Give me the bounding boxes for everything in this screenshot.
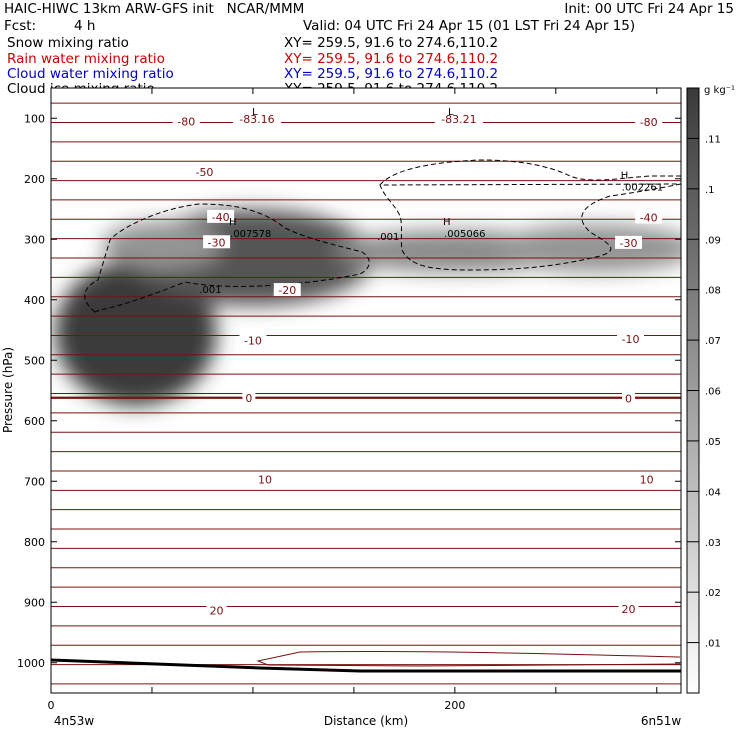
y-tick-label: 500 (24, 354, 45, 367)
contour-label-bg (617, 332, 645, 346)
y-axis-title: Pressure (hPa) (1, 347, 15, 433)
temp-contour-label: -10 (622, 333, 640, 346)
cloud-ice-contour-west (84, 203, 370, 313)
temp-contour-label: 0 (245, 392, 252, 405)
contour-label-bg (255, 472, 276, 486)
colorbar-label: .03 (705, 538, 721, 549)
y-tick-label: 200 (24, 173, 45, 186)
contour-label-bg (635, 114, 663, 128)
contour-label-bg (206, 603, 227, 617)
colorbar-label: .04 (705, 487, 721, 498)
contour-label-bg (232, 111, 281, 125)
contour-label-bg (203, 235, 231, 249)
field-snow-xy: XY= 259.5, 91.6 to 274.6,110.2 (284, 35, 499, 51)
contour-label-bg (172, 114, 200, 128)
cloud-ice-contour-east (379, 159, 681, 271)
temp-contour-label: 20 (622, 603, 636, 616)
valid-time: Valid: 04 UTC Fri 24 Apr 15 (01 LST Fri … (303, 18, 636, 34)
x-tick-label: 0 (48, 699, 55, 712)
x-tick-label: 200 (444, 699, 465, 712)
snow-blob-2 (101, 221, 223, 270)
colorbar-label: .08 (705, 286, 721, 297)
high-marker: H (229, 217, 237, 228)
colorbar-label: .1 (705, 185, 715, 196)
colorbar-unit: g kg⁻¹ (704, 85, 735, 96)
terrain-line (50, 658, 681, 673)
temp-contour-label: -30 (208, 236, 226, 249)
y-tick-label: 600 (24, 415, 45, 428)
temp-contour-label: -50 (195, 166, 213, 179)
y-tick-label: 100 (24, 112, 45, 125)
cloud-ice-contour-label: .001 (377, 232, 399, 243)
terrain-inner-contour (256, 650, 681, 667)
y-tick-label: 900 (24, 596, 45, 609)
colorbar-label: .11 (705, 134, 721, 145)
temp-contour-label: 0 (625, 392, 632, 405)
y-tick-label: 400 (24, 294, 45, 307)
field-snow-name: Snow mixing ratio (7, 35, 129, 51)
y-tick-label: 700 (24, 475, 45, 488)
colorbar-label: .05 (705, 437, 721, 448)
temp-contour-label: -40 (640, 211, 658, 224)
contour-label-bg (636, 472, 657, 486)
contour-label-bg (207, 209, 235, 223)
contour-labels: -80 -83.16 -83.21 -80-50-40 -40-30 -30-20-10-… (172, 111, 663, 618)
colorbar-label: .01 (705, 639, 721, 650)
x-right-endpoint: 6n51w (641, 714, 682, 728)
x-left-endpoint: 4n53w (54, 714, 95, 728)
low-marker: L (448, 107, 454, 118)
chart-title: HAIC-HIWC 13km ARW-GFS init NCAR/MMM (4, 1, 305, 17)
extrema-value: .007578 (230, 229, 271, 240)
contour-label-bg (618, 601, 639, 615)
contour-label-bg (239, 333, 267, 347)
contour-label-bg (622, 391, 635, 405)
temp-contour-label: 10 (258, 473, 272, 486)
contour-label-bg (273, 283, 301, 297)
high-marker: H (443, 217, 451, 228)
y-tick-label: 800 (24, 536, 45, 549)
x-axis: 0 200 (48, 88, 658, 712)
contour-label-bg (434, 111, 483, 125)
temp-contour-label: -80 (640, 116, 658, 129)
low-marker: L (252, 107, 258, 118)
forecast-value: 4 h (74, 18, 96, 34)
temp-contour-label: -80 (177, 115, 195, 128)
temp-contour-label: -83.21 (441, 113, 476, 126)
field-rain-xy: XY= 259.5, 91.6 to 274.6,110.2 (284, 51, 499, 67)
x-axis-title: Distance (km) (324, 714, 408, 728)
extrema-value: .002261 (622, 183, 663, 194)
contour-label-bg (615, 235, 642, 249)
temp-contour-label: -30 (620, 237, 638, 250)
field-rain-name: Rain water mixing ratio (7, 51, 165, 67)
temp-contour-label: -40 (212, 211, 230, 224)
temp-contour-label: 10 (640, 473, 654, 486)
snow-blob-4 (495, 224, 681, 273)
high-marker: H (621, 171, 629, 182)
temp-contour-label: 20 (210, 605, 224, 618)
cloud-ice-contour-label: .001 (199, 285, 221, 296)
field-cloudwater-name: Cloud water mixing ratio (7, 66, 174, 82)
contour-label-bg (242, 390, 256, 404)
y-tick-label: 300 (24, 233, 45, 246)
colorbar-label: .02 (705, 588, 721, 599)
temp-contour-label: -10 (244, 334, 262, 347)
forecast-label: Fcst: (4, 18, 37, 34)
colorbar-label: .06 (705, 387, 721, 398)
colorbar: .01 .02 .03 .04 .05 .06 .07 .08 .09 .1 .11 (686, 87, 721, 694)
temp-contour-label: -83.16 (239, 113, 274, 126)
colorbar-label: .07 (705, 336, 721, 347)
contour-label-bg (635, 210, 663, 224)
colorbar-label: .09 (705, 235, 721, 246)
init-time: Init: 00 UTC Fri 24 Apr 15 (564, 1, 734, 17)
y-tick-label: 1000 (17, 657, 45, 670)
temp-contour-label: -20 (278, 284, 296, 297)
plot-frame (50, 87, 682, 694)
field-cloudwater-xy: XY= 259.5, 91.6 to 274.6,110.2 (284, 66, 499, 82)
contour-label-bg (190, 165, 218, 179)
extrema-value: .005066 (444, 229, 485, 240)
